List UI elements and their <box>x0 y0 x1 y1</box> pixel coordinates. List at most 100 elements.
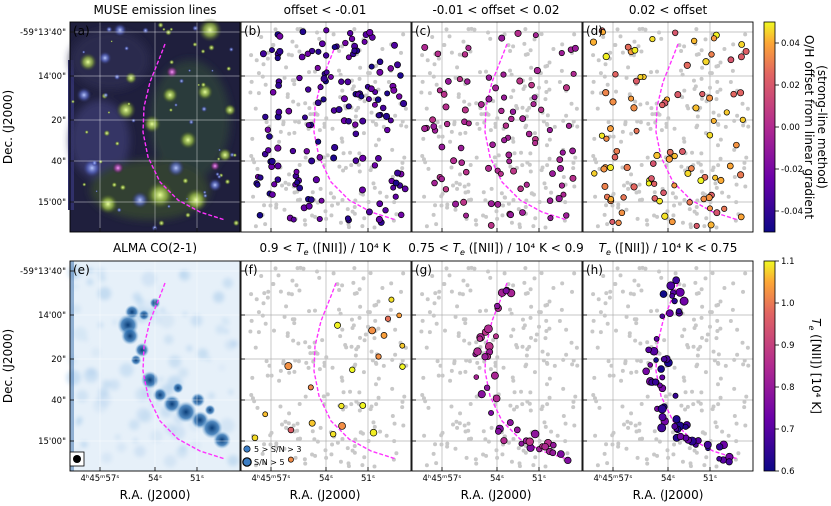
bg-point <box>592 136 597 141</box>
data-point <box>492 84 500 92</box>
bg-point <box>591 153 596 158</box>
bg-point <box>540 404 545 409</box>
bg-point <box>489 186 494 191</box>
data-point <box>631 46 639 54</box>
bg-point <box>605 222 610 227</box>
data-point <box>304 50 311 57</box>
bg-point <box>657 269 662 274</box>
bg-point <box>458 411 463 416</box>
bg-point <box>339 136 344 141</box>
bg-point <box>637 266 642 271</box>
data-point <box>738 41 746 48</box>
bg-point <box>699 315 704 320</box>
alma-noise-66 <box>134 445 146 458</box>
data-point <box>650 160 657 167</box>
muse-speck-48 <box>127 102 131 106</box>
bg-point <box>249 79 254 84</box>
xtick-label: 51ˢ <box>532 474 546 484</box>
bg-point <box>533 216 538 221</box>
bg-point <box>602 451 607 456</box>
bg-point <box>699 76 704 81</box>
bg-point <box>253 106 258 111</box>
data-point <box>601 182 609 190</box>
data-point <box>569 147 576 155</box>
muse-speck-52 <box>110 40 113 43</box>
bg-point <box>703 276 708 281</box>
bg-point <box>453 207 458 212</box>
bg-point <box>394 451 399 456</box>
data-point <box>706 205 713 212</box>
bg-point <box>380 285 385 290</box>
data-point <box>421 125 429 133</box>
arc-f <box>313 282 397 460</box>
title-f-pre: 0.9 < <box>259 241 296 255</box>
bg-point <box>514 404 519 409</box>
bg-point <box>392 421 397 426</box>
bg-point <box>475 360 480 365</box>
bg-point <box>741 362 746 367</box>
bg-point <box>253 463 258 468</box>
bg-point <box>427 330 432 335</box>
bg-point <box>590 90 595 95</box>
bg-point <box>362 455 367 460</box>
bg-point <box>262 442 267 447</box>
bg-point <box>287 172 292 177</box>
bg-point <box>542 420 547 425</box>
bg-point <box>603 301 608 306</box>
bg-point <box>321 394 326 399</box>
bg-point <box>572 184 577 189</box>
bg-point <box>357 169 362 174</box>
data-point <box>676 432 685 441</box>
bg-point <box>254 58 259 63</box>
bg-point <box>380 46 385 51</box>
bg-point <box>691 344 696 349</box>
muse-speck-43 <box>114 141 120 147</box>
data-point <box>500 437 508 445</box>
legend: 5 > S/N > 3 S/N > 5 <box>242 445 302 467</box>
data-point <box>628 95 635 102</box>
bg-point <box>449 368 454 373</box>
bg-point <box>317 275 322 280</box>
data-point <box>623 163 631 172</box>
bg-point <box>460 292 465 297</box>
bg-point <box>465 283 470 288</box>
muse-speck-44 <box>84 130 89 135</box>
bg-point <box>464 455 469 460</box>
bg-point <box>534 332 539 337</box>
bg-point <box>346 461 351 466</box>
bg-point <box>715 79 720 84</box>
bg-point <box>690 150 695 155</box>
bg-point <box>732 118 737 123</box>
panel-letter: (b) <box>244 24 261 38</box>
bg-point <box>352 27 357 32</box>
data-point <box>508 115 515 123</box>
data-point <box>682 423 689 430</box>
bg-point <box>652 429 657 434</box>
bg-point <box>400 119 405 124</box>
bg-point <box>713 420 718 425</box>
bg-point <box>346 222 351 227</box>
data-point <box>498 34 506 42</box>
bg-point <box>372 464 377 469</box>
data-point <box>713 209 721 217</box>
bg-point <box>616 202 621 207</box>
bg-point <box>746 363 751 368</box>
bg-point <box>349 402 354 407</box>
bg-point <box>381 363 386 368</box>
data-point <box>461 106 469 114</box>
bg-point <box>529 65 534 70</box>
bg-point <box>645 340 650 345</box>
muse-blob-12 <box>224 104 236 116</box>
bg-point <box>681 136 686 141</box>
bg-point <box>694 450 699 455</box>
data-point <box>679 296 689 306</box>
bg-point <box>718 60 723 65</box>
bg-point <box>685 404 690 409</box>
bg-point <box>367 71 372 76</box>
bg-point <box>343 165 348 170</box>
data-point <box>347 30 354 37</box>
bg-point <box>644 457 649 462</box>
bg-point <box>330 365 335 370</box>
bg-point <box>308 112 313 117</box>
data-point <box>462 168 470 176</box>
